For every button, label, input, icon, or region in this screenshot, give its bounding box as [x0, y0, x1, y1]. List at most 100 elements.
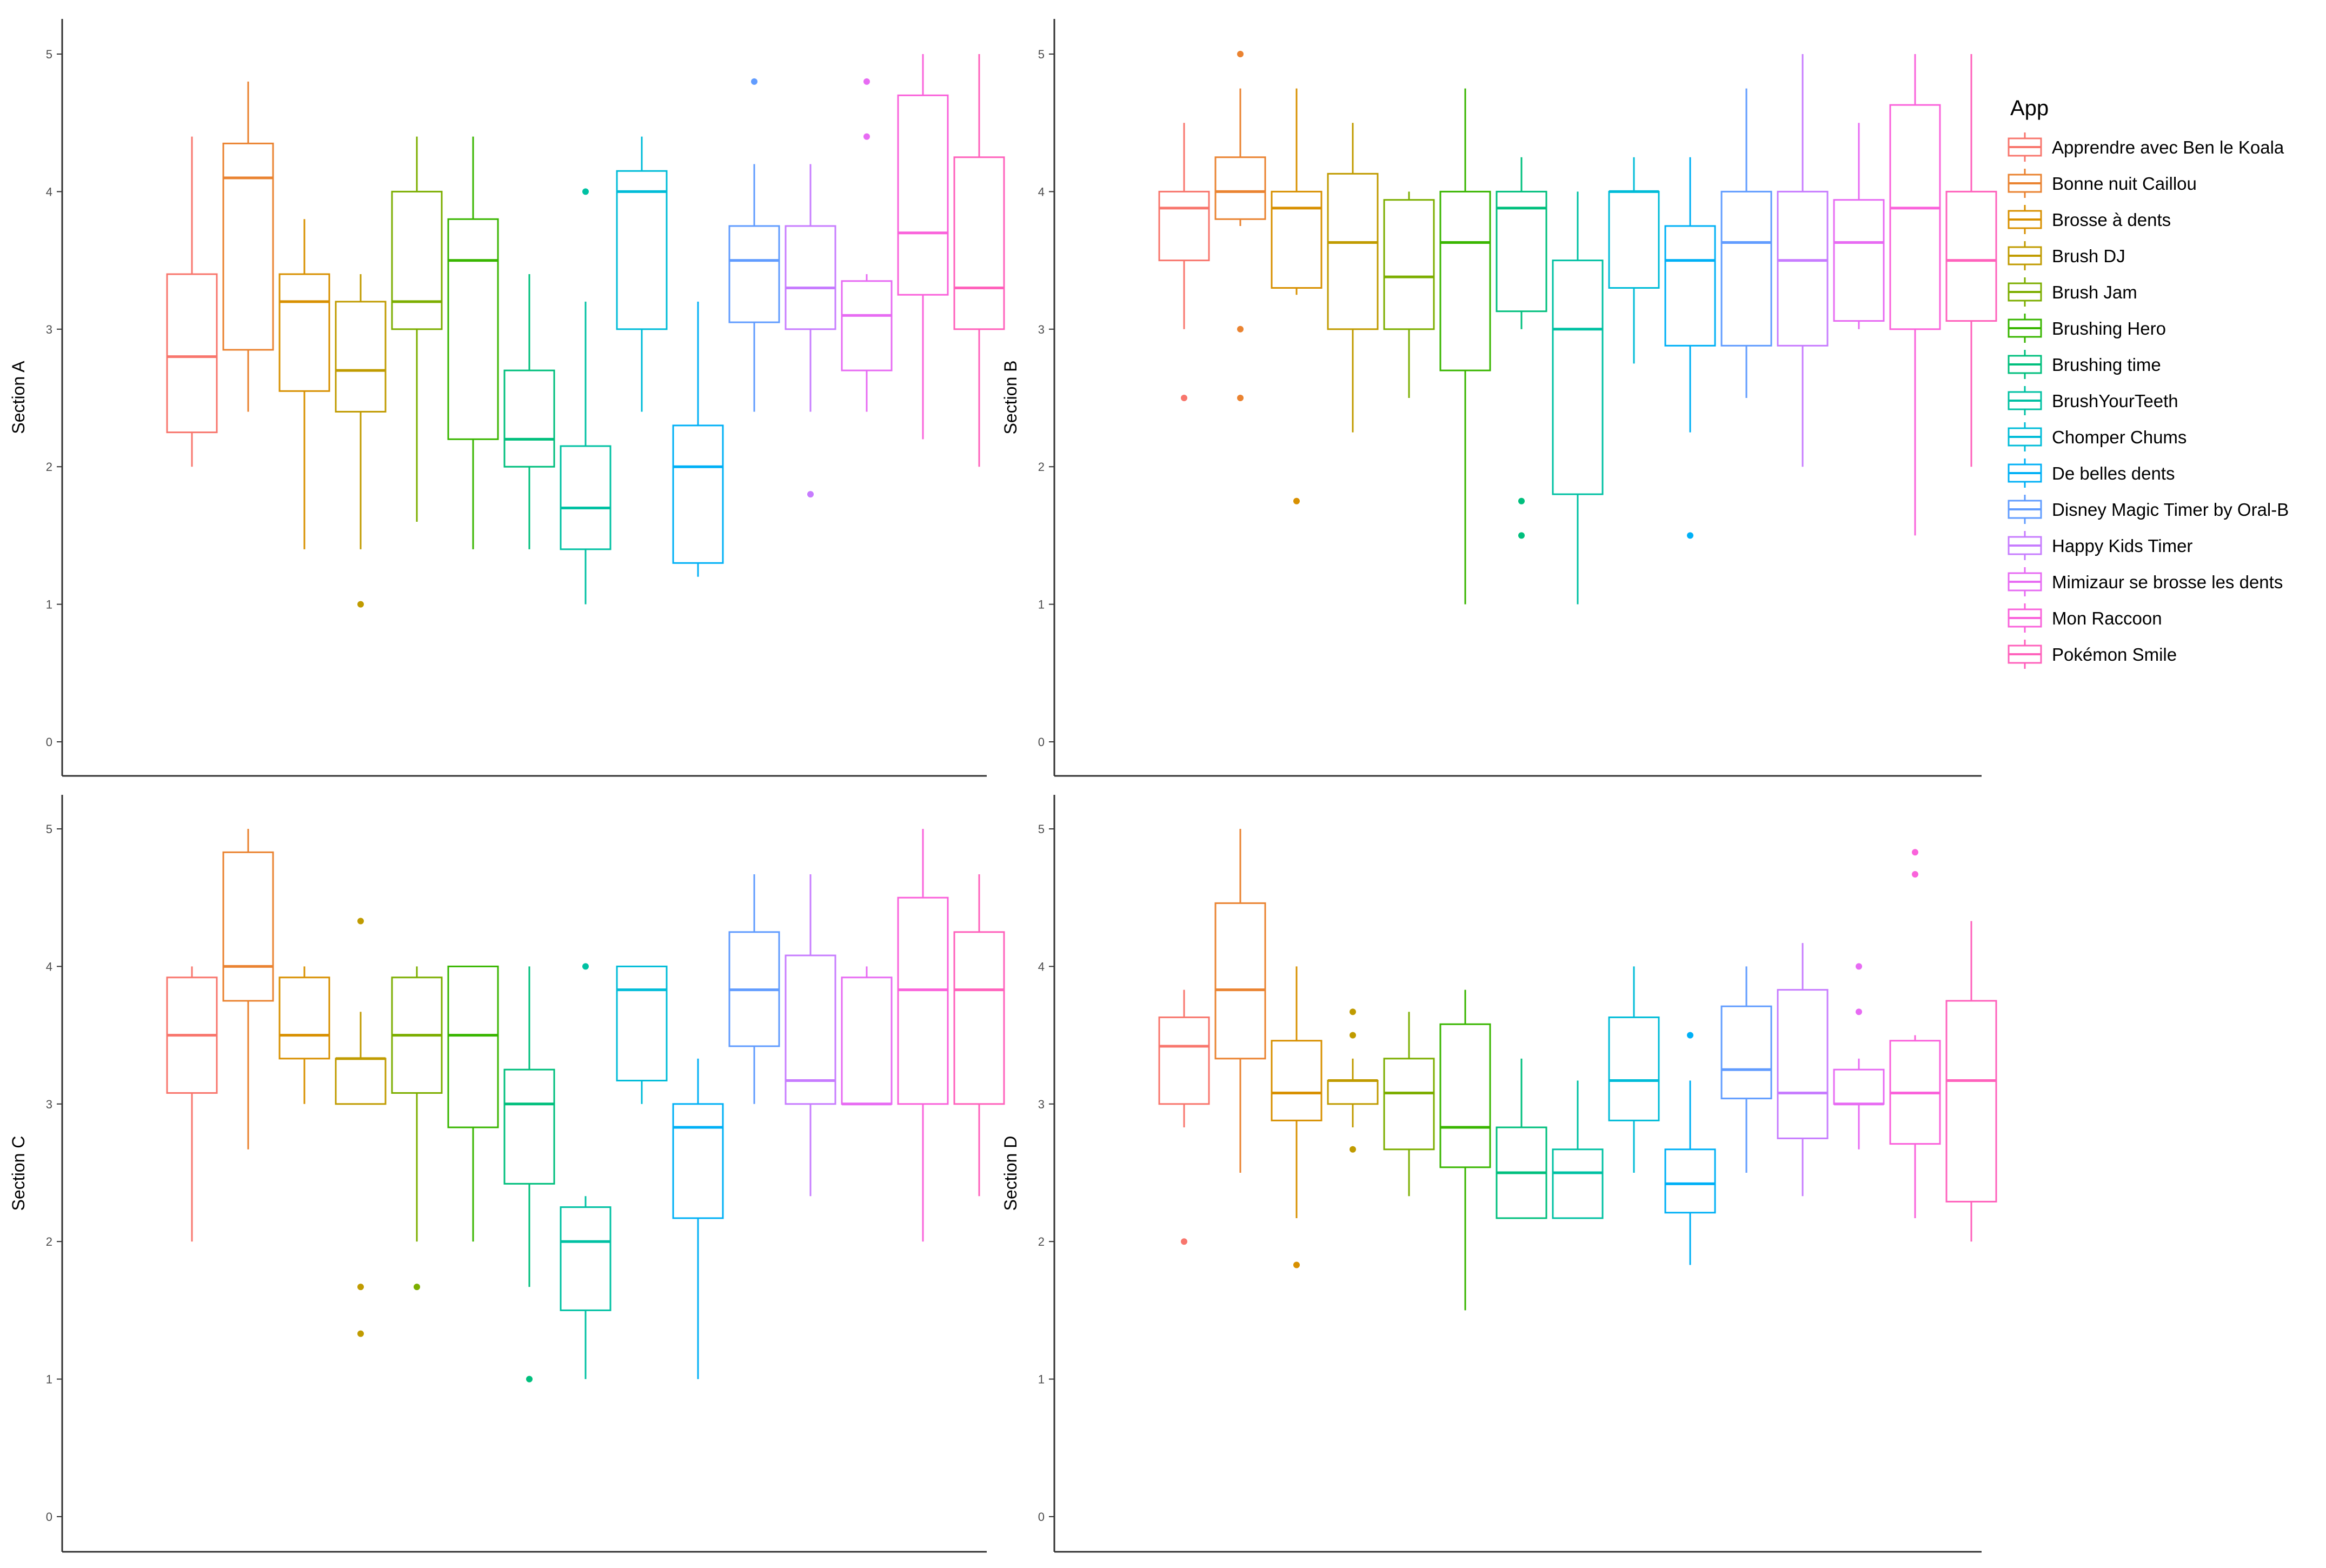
box-bonne-nuit-caillou	[1214, 51, 1266, 401]
box-iqr	[1552, 1148, 1604, 1219]
legend-label: Brushing Hero	[2052, 318, 2166, 338]
box-iqr	[503, 369, 555, 468]
y-tick-label: 4	[1038, 960, 1045, 973]
box-disney-magic-timer-by-oral-b	[1720, 88, 1772, 398]
outlier-point	[526, 1376, 533, 1383]
legend-label: Happy Kids Timer	[2052, 536, 2192, 556]
box-iqr	[335, 301, 387, 413]
box-bonne-nuit-caillou	[222, 81, 274, 412]
box-brushyourteeth	[1552, 191, 1604, 604]
box-iqr	[1496, 190, 1547, 313]
box-disney-magic-timer-by-oral-b	[1720, 966, 1772, 1173]
box-brushing-hero	[1439, 88, 1491, 604]
y-axis-title: Section D	[1001, 1136, 1020, 1211]
legend-label: Disney Magic Timer by Oral-B	[2052, 500, 2289, 520]
box-iqr	[1327, 1080, 1379, 1105]
box-brushing-hero	[1439, 989, 1491, 1311]
box-brushing-time	[1496, 1058, 1547, 1219]
box-iqr	[672, 424, 724, 564]
y-tick-label: 0	[1038, 735, 1045, 749]
outlier-point	[1350, 1146, 1356, 1153]
box-brosse-dents	[1271, 966, 1323, 1268]
legend-item: Disney Magic Timer by Oral-B	[2008, 495, 2289, 524]
box-bonne-nuit-caillou	[222, 829, 274, 1150]
outlier-point	[751, 78, 757, 85]
y-tick-label: 5	[46, 48, 52, 61]
box-iqr	[1158, 1016, 1210, 1105]
outlier-point	[1687, 1032, 1693, 1039]
legend-label: Pokémon Smile	[2052, 645, 2177, 665]
box-pok-mon-smile	[953, 54, 1005, 467]
box-apprendre-avec-ben-le-koala	[1158, 123, 1210, 401]
box-chomper-chums	[1608, 966, 1660, 1173]
box-brushing-time	[503, 274, 555, 549]
legend-label: Brosse à dents	[2052, 210, 2171, 230]
outlier-point	[1181, 1238, 1187, 1245]
box-mimizaur-se-brosse-les-dents	[841, 78, 893, 412]
box-iqr	[166, 273, 218, 434]
y-tick-label: 5	[1038, 48, 1045, 61]
box-iqr	[1664, 1148, 1716, 1214]
box-brushing-hero	[447, 965, 499, 1242]
box-brush-dj	[335, 918, 387, 1337]
legend-label: Chomper Chums	[2052, 427, 2187, 447]
box-brush-jam	[391, 136, 443, 522]
box-iqr	[1889, 104, 1941, 330]
legend-label: Brush Jam	[2052, 282, 2137, 302]
box-pok-mon-smile	[1945, 54, 1997, 467]
outlier-point	[1350, 1032, 1356, 1039]
box-mimizaur-se-brosse-les-dents	[1833, 123, 1885, 329]
outlier-point	[1856, 963, 1862, 970]
box-brush-jam	[1383, 1012, 1435, 1197]
legend-item: Mimizaur se brosse les dents	[2008, 567, 2283, 596]
box-de-belles-dents	[1664, 157, 1716, 539]
outlier-point	[1350, 1008, 1356, 1015]
box-brush-jam	[1383, 191, 1435, 398]
panel-3: 0 1 2 3 4 5 Section C	[9, 795, 1005, 1553]
y-tick-label: 5	[46, 822, 52, 836]
outlier-point	[863, 78, 870, 85]
box-iqr	[1214, 156, 1266, 220]
box-iqr	[1439, 190, 1491, 371]
box-mimizaur-se-brosse-les-dents	[1833, 963, 1885, 1150]
box-iqr	[391, 190, 443, 330]
outlier-point	[357, 1330, 364, 1337]
box-brush-dj	[1327, 123, 1379, 433]
y-tick-label: 1	[46, 1373, 52, 1386]
box-happy-kids-timer	[1777, 943, 1829, 1197]
y-tick-label: 2	[46, 460, 52, 474]
box-iqr	[1271, 190, 1323, 289]
y-tick-label: 2	[46, 1235, 52, 1248]
box-mon-raccoon	[1889, 849, 1941, 1218]
box-iqr	[560, 1206, 612, 1311]
box-iqr	[1608, 190, 1660, 289]
box-iqr	[616, 965, 668, 1082]
outlier-point	[1237, 395, 1244, 401]
box-iqr	[728, 225, 780, 323]
legend-label: Brushing time	[2052, 355, 2161, 375]
box-iqr	[841, 280, 893, 371]
outlier-point	[1293, 1261, 1300, 1268]
box-brushing-time	[1496, 157, 1547, 539]
box-chomper-chums	[616, 136, 668, 412]
outlier-point	[357, 601, 364, 608]
y-tick-label: 5	[1038, 822, 1045, 836]
outlier-point	[1687, 532, 1693, 539]
box-iqr	[1214, 902, 1266, 1060]
box-brushyourteeth	[560, 963, 612, 1379]
box-iqr	[1664, 225, 1716, 347]
box-brushing-hero	[447, 136, 499, 549]
box-disney-magic-timer-by-oral-b	[728, 78, 780, 412]
panel-1: 0 1 2 3 4 5 Section A	[9, 19, 1005, 777]
box-mon-raccoon	[897, 54, 949, 440]
outlier-point	[807, 491, 814, 498]
box-iqr	[841, 976, 893, 1105]
box-iqr	[616, 170, 668, 330]
box-iqr	[1327, 172, 1379, 330]
y-tick-label: 2	[1038, 460, 1045, 474]
box-happy-kids-timer	[785, 164, 836, 498]
outlier-point	[1518, 497, 1525, 504]
legend-item: Brushing time	[2008, 350, 2161, 379]
y-tick-label: 4	[46, 185, 52, 198]
